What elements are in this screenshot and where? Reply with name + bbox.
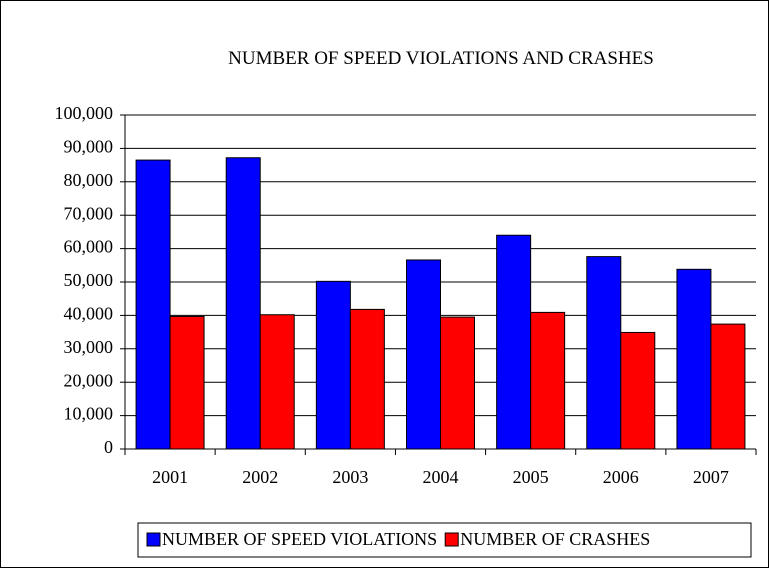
y-tick-label: 70,000 xyxy=(64,203,114,223)
bar xyxy=(406,259,441,450)
y-tick-label: 50,000 xyxy=(64,270,114,290)
bar xyxy=(225,157,261,450)
bar xyxy=(710,323,746,450)
bar xyxy=(349,308,385,450)
y-tick-label: 80,000 xyxy=(64,170,114,190)
y-tick-label: 10,000 xyxy=(64,404,114,424)
x-tick-label: 2002 xyxy=(242,467,278,487)
bar xyxy=(440,316,475,450)
bar xyxy=(676,268,712,450)
bar xyxy=(315,280,351,450)
y-tick-label: 90,000 xyxy=(64,137,114,157)
x-tick-label: 2001 xyxy=(152,467,188,487)
bar xyxy=(586,256,622,450)
bar xyxy=(530,311,566,450)
x-tick-label: 2007 xyxy=(693,467,729,487)
x-tick-label: 2003 xyxy=(332,467,368,487)
x-tick-label: 2004 xyxy=(423,467,459,487)
legend-swatch xyxy=(146,532,161,547)
bar xyxy=(259,314,295,450)
y-tick-label: 60,000 xyxy=(64,237,114,257)
y-tick-label: 20,000 xyxy=(64,370,114,390)
chart-title: NUMBER OF SPEED VIOLATIONS AND CRASHES xyxy=(228,48,654,69)
legend-swatch xyxy=(444,532,459,547)
x-tick-label: 2005 xyxy=(513,467,549,487)
bar xyxy=(135,159,171,450)
x-tick-label: 2006 xyxy=(603,467,639,487)
y-tick-label: 30,000 xyxy=(64,337,114,357)
legend-label: NUMBER OF SPEED VIOLATIONS xyxy=(162,529,437,549)
y-tick-label: 100,000 xyxy=(55,103,114,123)
bar xyxy=(496,234,532,450)
legend-box xyxy=(137,522,752,558)
bar xyxy=(169,315,205,450)
legend-label: NUMBER OF CRASHES xyxy=(460,529,650,549)
bar xyxy=(620,331,656,450)
y-tick-label: 40,000 xyxy=(64,304,114,324)
y-tick-label: 0 xyxy=(104,437,113,457)
